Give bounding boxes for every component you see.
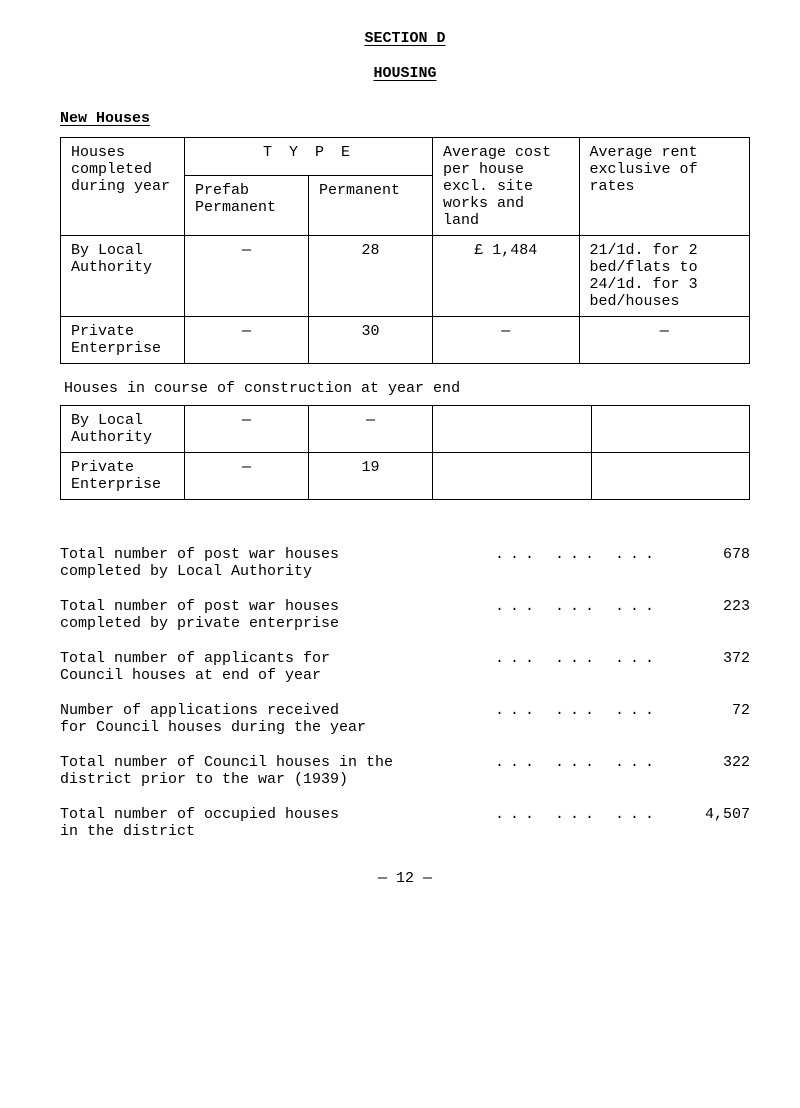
summary-value: 372: [670, 650, 750, 684]
summary-value: 678: [670, 546, 750, 580]
table-row: Private Enterprise — 30 — —: [61, 317, 750, 364]
cell-permanent: 30: [309, 317, 433, 364]
housing-table-2: By Local Authority — — Private Enterpris…: [60, 405, 750, 500]
table-row: By Local Authority — —: [61, 406, 750, 453]
col-permanent: Permanent: [309, 176, 433, 236]
summary-dots: ... ... ...: [485, 806, 670, 840]
cell-prefab: —: [185, 406, 309, 453]
summary-row: Total number of Council houses in the di…: [60, 754, 750, 788]
new-houses-label: New Houses: [60, 110, 750, 127]
summary-dots: ... ... ...: [485, 702, 670, 736]
summary-value: 322: [670, 754, 750, 788]
summary-row: Number of applications received for Coun…: [60, 702, 750, 736]
cell-permanent: 28: [309, 236, 433, 317]
col-type-span: T Y P E: [185, 138, 433, 176]
cell-prefab: —: [185, 236, 309, 317]
cell-rent: 21/1d. for 2 bed/flats to 24/1d. for 3 b…: [579, 236, 749, 317]
summary-dots: ... ... ...: [485, 598, 670, 632]
summary-label: Total number of post war houses complete…: [60, 598, 485, 632]
col-prefab: Prefab Permanent: [185, 176, 309, 236]
cell-rent: [591, 453, 749, 500]
cell-prefab: —: [185, 453, 309, 500]
summary-dots: ... ... ...: [485, 650, 670, 684]
summary-label: Number of applications received for Coun…: [60, 702, 485, 736]
col-houses-completed: Houses completed during year: [61, 138, 185, 236]
row-label: By Local Authority: [61, 236, 185, 317]
summary-label: Total number of Council houses in the di…: [60, 754, 485, 788]
col-avg-cost: Average cost per house excl. site works …: [433, 138, 580, 236]
cell-cost: £ 1,484: [433, 236, 580, 317]
summary-value: 4,507: [670, 806, 750, 840]
cell-rent: —: [579, 317, 749, 364]
cell-cost: —: [433, 317, 580, 364]
row-label: Private Enterprise: [61, 317, 185, 364]
summary-row: Total number of applicants for Council h…: [60, 650, 750, 684]
cell-permanent: —: [309, 406, 433, 453]
summary-row: Total number of post war houses complete…: [60, 598, 750, 632]
section-title: SECTION D: [60, 30, 750, 47]
summary-row: Total number of occupied houses in the d…: [60, 806, 750, 840]
summary-label: Total number of post war houses complete…: [60, 546, 485, 580]
cell-prefab: —: [185, 317, 309, 364]
table-row: Private Enterprise — 19: [61, 453, 750, 500]
summary-row: Total number of post war houses complete…: [60, 546, 750, 580]
cell-permanent: 19: [309, 453, 433, 500]
summary-value: 72: [670, 702, 750, 736]
row-label: By Local Authority: [61, 406, 185, 453]
table-row: By Local Authority — 28 £ 1,484 21/1d. f…: [61, 236, 750, 317]
page-number: — 12 —: [60, 870, 750, 887]
intermission-text: Houses in course of construction at year…: [60, 372, 750, 405]
cell-rent: [591, 406, 749, 453]
cell-cost: [433, 406, 591, 453]
housing-table-1: Houses completed during year T Y P E Ave…: [60, 137, 750, 364]
summary-value: 223: [670, 598, 750, 632]
summary-label: Total number of applicants for Council h…: [60, 650, 485, 684]
summary-dots: ... ... ...: [485, 546, 670, 580]
summary-label: Total number of occupied houses in the d…: [60, 806, 485, 840]
sub-title: HOUSING: [60, 65, 750, 82]
summary-dots: ... ... ...: [485, 754, 670, 788]
row-label: Private Enterprise: [61, 453, 185, 500]
col-avg-rent: Average rent exclusive of rates: [579, 138, 749, 236]
cell-cost: [433, 453, 591, 500]
